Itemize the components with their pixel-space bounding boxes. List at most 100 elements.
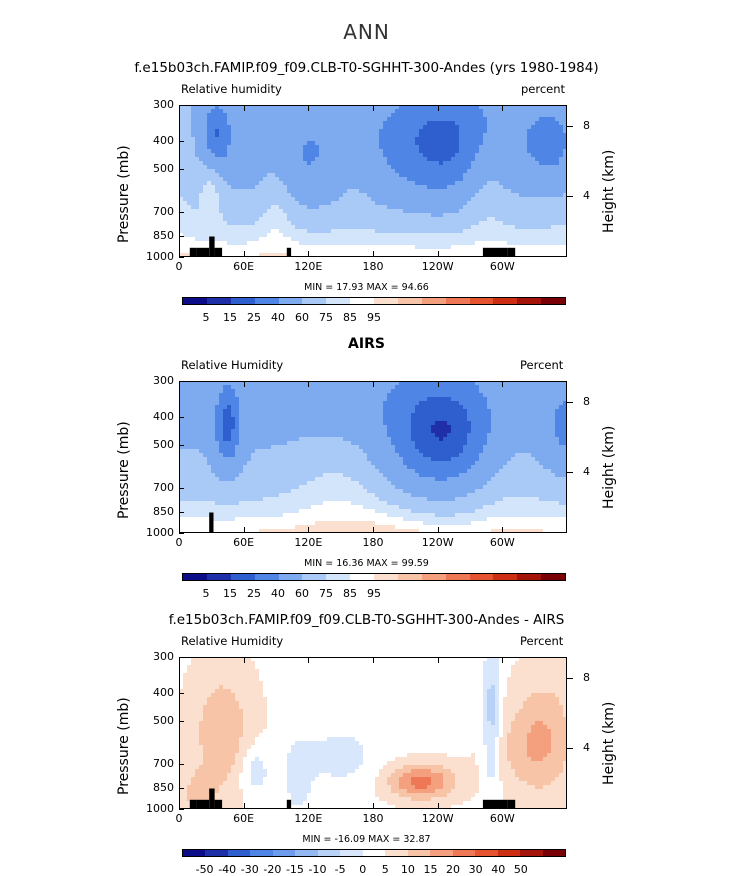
heatmap-cell [399, 193, 404, 198]
heatmap-cell [431, 405, 436, 410]
heatmap-cell [451, 133, 456, 138]
heatmap-cell [487, 149, 492, 154]
heatmap-cell [367, 421, 372, 426]
heatmap-cell [287, 201, 292, 206]
heatmap-cell [527, 105, 532, 110]
heatmap-cell [271, 165, 276, 170]
heatmap-cell [239, 237, 244, 242]
heatmap-cell [303, 241, 308, 246]
heatmap-cell [271, 217, 276, 222]
heatmap-cell [439, 173, 444, 178]
heatmap-cell [511, 221, 516, 226]
heatmap-cell [415, 421, 420, 426]
heatmap-cell [323, 409, 328, 414]
heatmap-cell [239, 225, 244, 230]
heatmap-cell [451, 177, 456, 182]
heatmap-cell [271, 233, 276, 238]
heatmap-cell [363, 169, 368, 174]
heatmap-cell [451, 217, 456, 222]
heatmap-cell [307, 197, 312, 202]
heatmap-cell [455, 425, 460, 430]
heatmap-cell [479, 245, 484, 250]
heatmap-cell [335, 125, 340, 130]
heatmap-cell [499, 105, 504, 110]
heatmap-cell [523, 177, 528, 182]
heatmap-cell [211, 201, 216, 206]
heatmap-cell [559, 117, 564, 122]
heatmap-cell [359, 121, 364, 126]
heatmap-cell [507, 165, 512, 170]
heatmap-cell [303, 385, 308, 390]
heatmap-cell [411, 401, 416, 406]
heatmap-cell [375, 121, 380, 126]
heatmap-cell [475, 185, 480, 190]
heatmap-cell [439, 137, 444, 142]
heatmap-cell [275, 125, 280, 130]
heatmap-cell [275, 193, 280, 198]
heatmap-cell [359, 405, 364, 410]
heatmap-cell [443, 413, 448, 418]
heatmap-cell [527, 149, 532, 154]
heatmap-cell [463, 397, 468, 402]
heatmap-cell [235, 149, 240, 154]
heatmap-cell [247, 193, 252, 198]
heatmap-cell [203, 145, 208, 150]
heatmap-cell [439, 233, 444, 238]
heatmap-cell [239, 253, 244, 257]
heatmap-cell [347, 221, 352, 226]
heatmap-cell [235, 165, 240, 170]
heatmap-cell [371, 113, 376, 118]
heatmap-cell [535, 393, 540, 398]
heatmap-cell [479, 381, 484, 386]
heatmap-cell [239, 401, 244, 406]
heatmap-cell [347, 193, 352, 198]
heatmap-cell [547, 213, 552, 218]
heatmap-cell [211, 193, 216, 198]
heatmap-cell [515, 145, 520, 150]
heatmap-cell [311, 149, 316, 154]
heatmap-cell [283, 241, 288, 246]
heatmap-cell [371, 225, 376, 230]
heatmap-cell [315, 401, 320, 406]
heatmap-cell [407, 225, 412, 230]
heatmap-cell [347, 413, 352, 418]
heatmap-cell [395, 425, 400, 430]
heatmap-cell [407, 213, 412, 218]
heatmap-cell [307, 425, 312, 430]
heatmap-cell [331, 225, 336, 230]
heatmap-cell [407, 381, 412, 386]
heatmap-cell [283, 253, 288, 257]
heatmap-cell [359, 241, 364, 246]
heatmap-cell [563, 205, 567, 210]
heatmap-cell [303, 221, 308, 226]
heatmap-cell [519, 381, 524, 386]
heatmap-cell [239, 125, 244, 130]
heatmap-cell [555, 105, 560, 110]
heatmap-cell [419, 157, 424, 162]
heatmap-cell [455, 117, 460, 122]
heatmap-cell [399, 173, 404, 178]
heatmap-cell [243, 197, 248, 202]
heatmap-cell [247, 181, 252, 186]
heatmap-cell [515, 177, 520, 182]
heatmap-cell [499, 205, 504, 210]
heatmap-cell [339, 217, 344, 222]
heatmap-cell [283, 169, 288, 174]
heatmap-cell [287, 133, 292, 138]
heatmap-cell [523, 129, 528, 134]
heatmap-cell [491, 205, 496, 210]
heatmap-cell [331, 153, 336, 158]
heatmap-cell [531, 161, 536, 166]
heatmap-cell [251, 161, 256, 166]
heatmap-cell [431, 153, 436, 158]
heatmap-cell [295, 405, 300, 410]
heatmap-cell [315, 397, 320, 402]
heatmap-cell [259, 145, 264, 150]
heatmap-cell [327, 113, 332, 118]
heatmap-cell [447, 213, 452, 218]
heatmap-cell [531, 221, 536, 226]
heatmap-cell [331, 409, 336, 414]
heatmap-cell [203, 413, 208, 418]
heatmap-cell [495, 213, 500, 218]
heatmap-cell [451, 393, 456, 398]
